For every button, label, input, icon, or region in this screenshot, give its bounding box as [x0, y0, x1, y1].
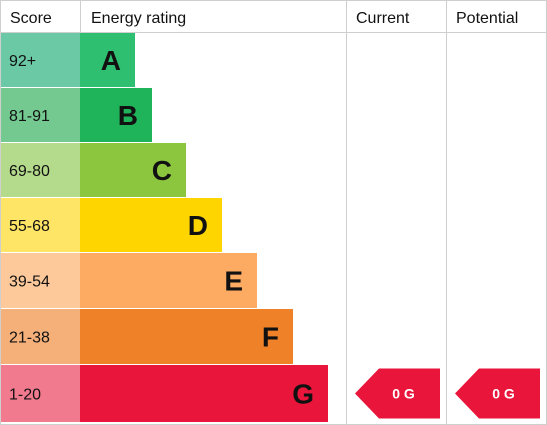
band-letter-g: G: [292, 379, 314, 410]
score-header: Score: [10, 10, 52, 27]
score-label-f: 21-38: [9, 330, 50, 347]
band-letter-c: C: [152, 155, 172, 186]
potential-rating-label: 0 G: [492, 386, 515, 402]
rating-arrows: 0 G 0 G: [355, 368, 540, 419]
band-bar-d: [80, 198, 222, 252]
current-rating-arrow: [355, 368, 440, 419]
score-cell-d: [0, 198, 80, 252]
score-cell-c: [0, 143, 80, 197]
band-bar-e: [80, 253, 257, 308]
band-letter-b: B: [118, 100, 138, 131]
band-letter-a: A: [101, 45, 121, 76]
score-cell-e: [0, 253, 80, 308]
score-label-e: 39-54: [9, 274, 50, 291]
score-cell-f: [0, 309, 80, 364]
rating-bands: 92+ A 81-91 B 69-80 C 55-68 D 39-54 E 21-38 F 1-20 G: [0, 33, 328, 422]
score-cell-g: [0, 365, 80, 422]
score-cell-a: [0, 33, 80, 87]
band-letter-f: F: [262, 322, 279, 353]
potential-header: Potential: [456, 10, 518, 27]
potential-rating-arrow: [455, 368, 540, 419]
band-bar-g: [80, 365, 328, 422]
energy-rating-header: Energy rating: [91, 10, 186, 27]
score-label-b: 81-91: [9, 108, 50, 125]
score-label-c: 69-80: [9, 163, 50, 180]
band-bar-a: [80, 33, 135, 87]
score-label-g: 1-20: [9, 387, 41, 404]
current-rating-label: 0 G: [392, 386, 415, 402]
current-header: Current: [356, 10, 410, 27]
score-cell-b: [0, 88, 80, 142]
score-label-d: 55-68: [9, 218, 50, 235]
band-bar-b: [80, 88, 152, 142]
band-letter-e: E: [224, 266, 243, 297]
band-bar-f: [80, 309, 293, 364]
score-label-a: 92+: [9, 53, 36, 70]
band-letter-d: D: [188, 210, 208, 241]
band-bar-c: [80, 143, 186, 197]
